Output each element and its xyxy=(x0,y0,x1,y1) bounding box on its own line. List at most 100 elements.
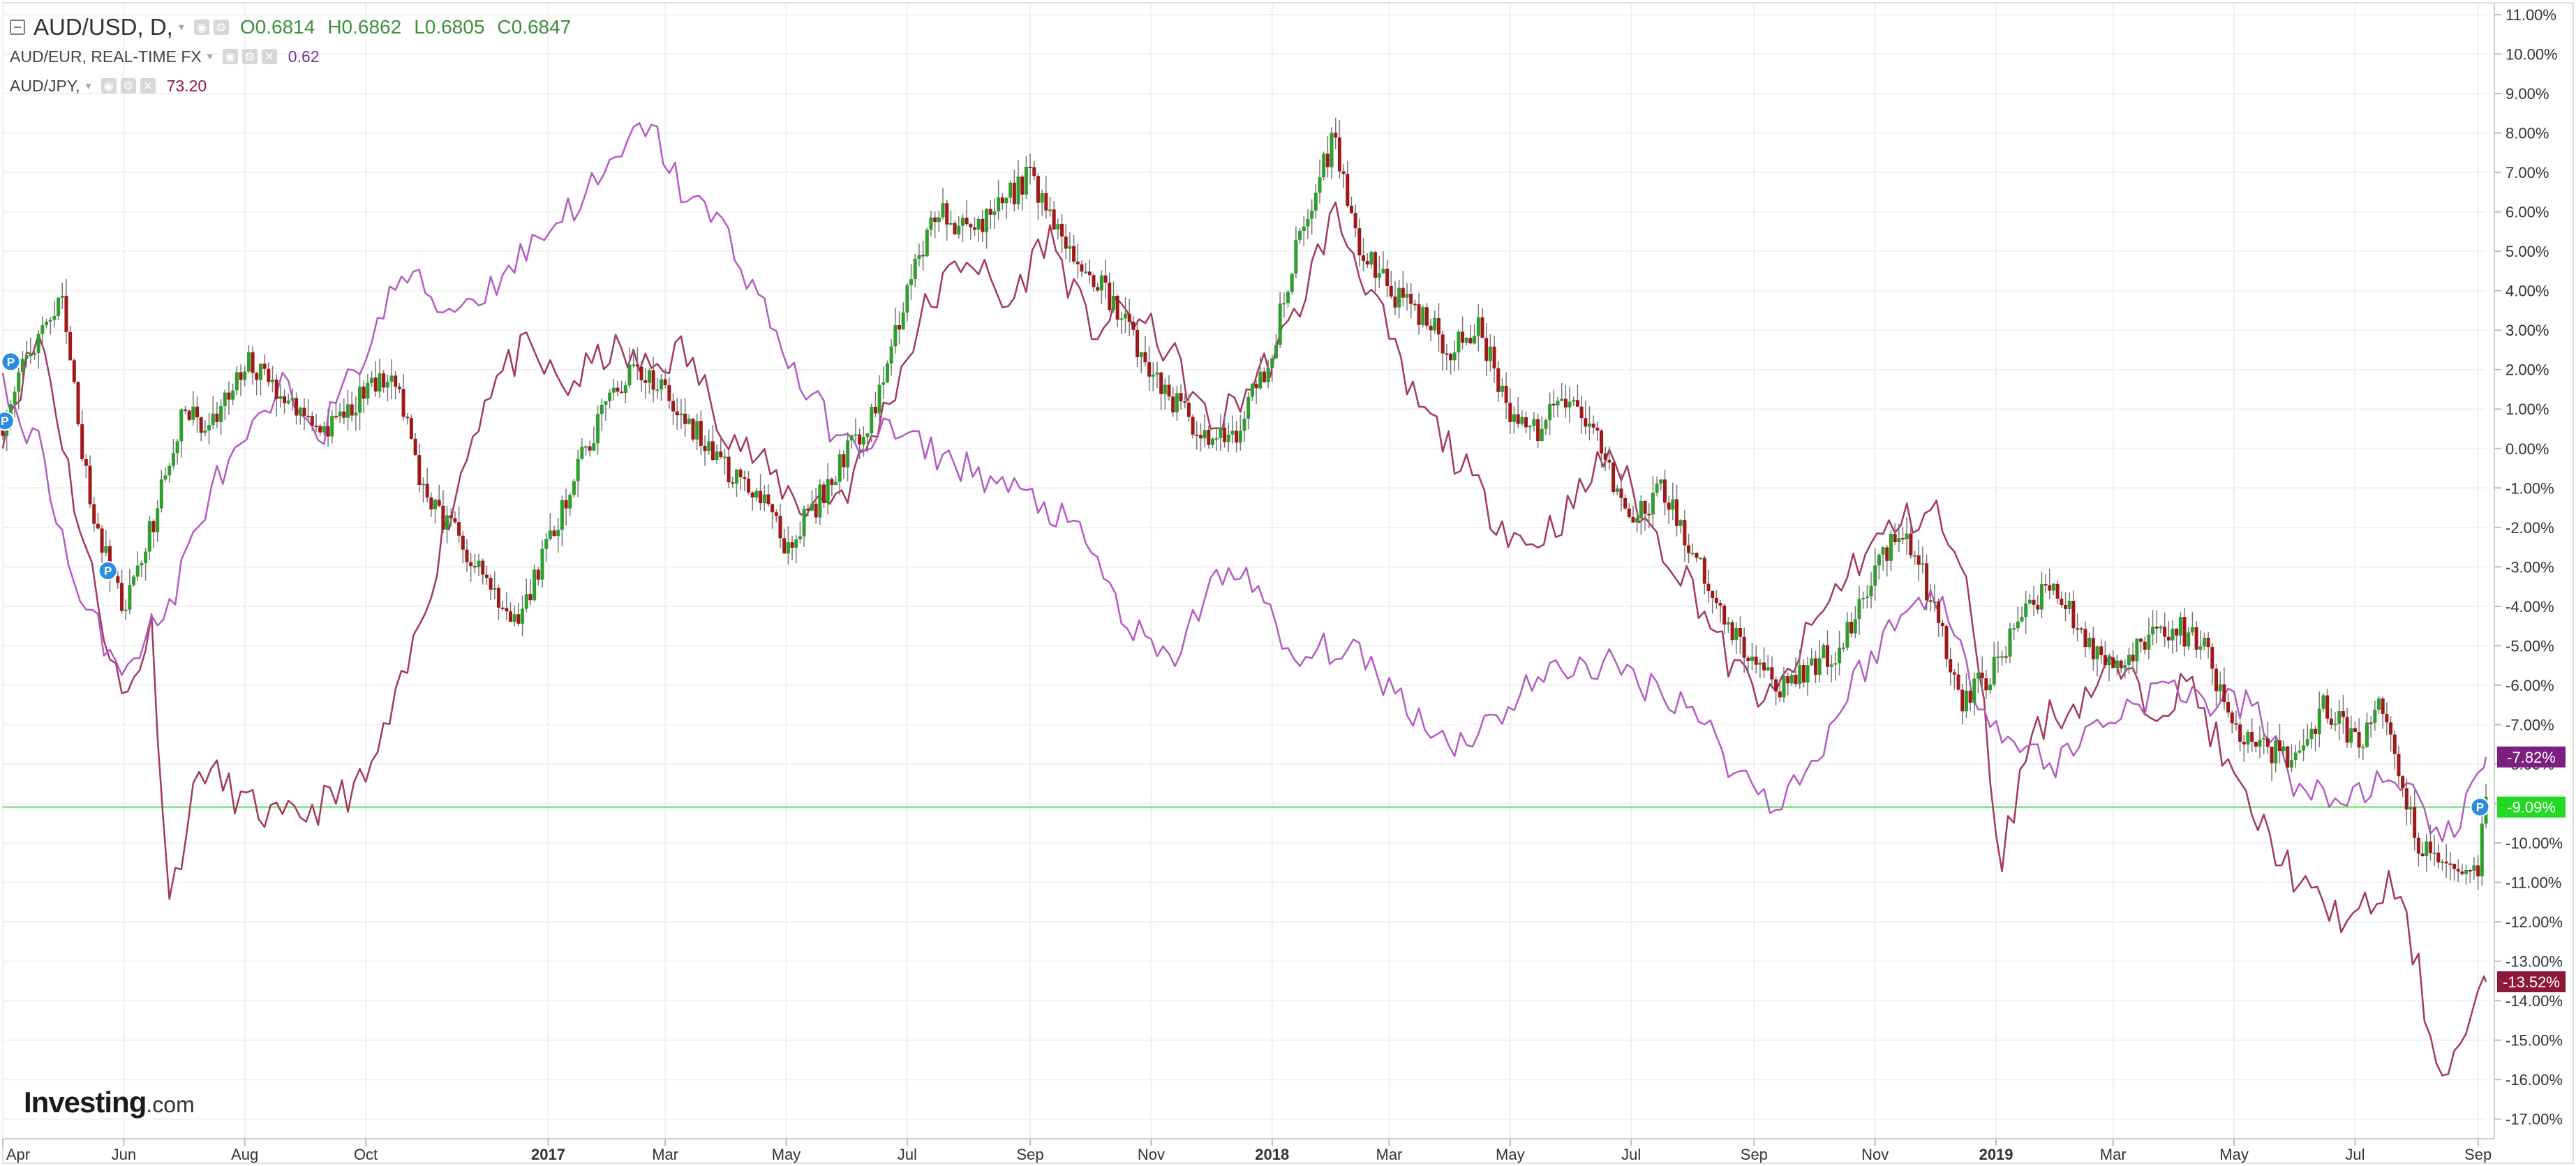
candle-body xyxy=(1262,371,1266,382)
visibility-icon[interactable]: ◉ xyxy=(222,49,238,64)
candle-body xyxy=(231,390,235,400)
price-marker-icon[interactable]: P xyxy=(0,411,15,431)
close-icon[interactable]: ✕ xyxy=(140,78,156,94)
candle-body xyxy=(295,398,299,416)
candle-body xyxy=(576,458,580,481)
candle-body xyxy=(2107,657,2111,666)
visibility-icon[interactable]: ◉ xyxy=(193,20,209,35)
candle-body xyxy=(1861,597,1866,599)
collapse-icon[interactable] xyxy=(10,20,25,35)
candle-body xyxy=(1516,414,1520,424)
candle-body xyxy=(17,372,21,392)
tag-label: -9.09% xyxy=(2507,799,2556,816)
candle-body xyxy=(2159,627,2163,629)
x-tick-label: Mar xyxy=(2100,1146,2127,1163)
candle-body xyxy=(286,401,290,403)
candle-body xyxy=(1528,426,1532,428)
x-tick-label: Nov xyxy=(1138,1146,1165,1163)
candle-body xyxy=(2119,660,2123,668)
price-markers[interactable]: P P P P xyxy=(0,352,2490,817)
legend-row-aud-jpy[interactable]: AUD/JPY, ▾ ◉ ⚙ ✕ 73.20 xyxy=(10,71,583,100)
dropdown-caret-icon[interactable]: ▾ xyxy=(178,22,184,33)
candle-body xyxy=(1556,401,1560,405)
candle-body xyxy=(854,434,858,436)
y-tick-label: 0.00% xyxy=(2506,440,2549,458)
candle-body xyxy=(2456,869,2460,872)
candle-body xyxy=(1353,213,1357,229)
candle-body xyxy=(623,385,627,394)
legend-symbol-main[interactable]: AUD/USD, D, xyxy=(33,14,173,40)
candle-body xyxy=(2202,637,2206,647)
candle-body xyxy=(1235,431,1239,443)
marker-circle xyxy=(98,561,118,581)
candle-body xyxy=(2298,750,2302,753)
candle-body xyxy=(1655,484,1659,493)
candle-body xyxy=(822,484,826,503)
dropdown-caret-icon[interactable]: ▾ xyxy=(207,51,213,63)
candle-body xyxy=(1845,622,1849,648)
price-marker-icon[interactable]: P xyxy=(98,561,118,581)
visibility-icon[interactable]: ◉ xyxy=(100,78,117,94)
candle-body xyxy=(1068,246,1072,249)
candle-body xyxy=(1163,384,1167,394)
candle-body xyxy=(1695,553,1699,558)
candle-body xyxy=(1933,601,1937,604)
candle-body xyxy=(159,479,163,509)
legend-row-aud-usd[interactable]: AUD/USD, D, ▾ ◉ ⚙ O0.6814 H0.6862 L0.680… xyxy=(10,13,583,42)
candle-body xyxy=(195,406,200,418)
candle-body xyxy=(477,560,481,567)
candle-body xyxy=(2187,632,2191,647)
candle-body xyxy=(1056,223,1060,230)
settings-icon[interactable]: ⚙ xyxy=(213,20,229,35)
candle-body xyxy=(1457,331,1461,353)
candle-body xyxy=(1607,459,1611,463)
legend-symbol-aud-jpy[interactable]: AUD/JPY, xyxy=(10,76,80,95)
x-axis-ticks[interactable]: Apr Jun Aug Oct 2017 Mar May Jul Sep Nov 2018 Mar Ma… xyxy=(2,1139,2492,1163)
candle-body xyxy=(2357,732,2361,748)
dropdown-caret-icon[interactable]: ▾ xyxy=(85,80,91,92)
candle-body xyxy=(1211,438,1215,445)
settings-icon[interactable]: ⚙ xyxy=(241,49,258,64)
legend-symbol-aud-eur[interactable]: AUD/EUR, REAL-TIME FX xyxy=(10,47,202,66)
candle-body xyxy=(1278,303,1282,345)
candle-body xyxy=(1167,384,1171,397)
close-icon[interactable]: ✕ xyxy=(261,49,277,64)
candle-body xyxy=(246,352,251,372)
candle-body xyxy=(600,404,604,414)
candle-body xyxy=(2004,656,2008,658)
candle-body xyxy=(1738,627,1742,637)
candle-body xyxy=(1730,622,1734,641)
last-value-tag: -13.52% xyxy=(2497,971,2566,993)
legend-row-aud-eur[interactable]: AUD/EUR, REAL-TIME FX ▾ ◉ ⚙ ✕ 0.62 xyxy=(10,42,583,71)
y-tick-label: 6.00% xyxy=(2506,204,2549,221)
candle-body xyxy=(734,470,738,484)
candle-body xyxy=(727,456,731,483)
price-marker-icon[interactable]: P xyxy=(1,352,21,372)
candle-body xyxy=(2436,852,2441,862)
price-marker-icon[interactable]: P xyxy=(2470,797,2490,817)
candle-body xyxy=(2413,807,2417,838)
candle-body xyxy=(472,566,477,568)
y-axis-ticks[interactable]: 11.00% 10.00% 9.00% 8.00% 7.00% 6.00% 5.00% 4.0… xyxy=(2494,6,2563,1128)
settings-icon[interactable]: ⚙ xyxy=(120,78,136,94)
candle-body xyxy=(40,325,45,334)
candle-body xyxy=(1758,662,1762,665)
candle-body xyxy=(318,426,322,433)
candle-body xyxy=(1810,658,1814,666)
candle-body xyxy=(1064,237,1068,249)
candle-body xyxy=(2262,738,2266,740)
candle-body xyxy=(766,494,770,504)
candle-body xyxy=(981,218,985,232)
candle-body xyxy=(394,375,398,387)
candle-body xyxy=(2067,600,2071,609)
candle-body xyxy=(1294,239,1298,274)
y-tick-label: -14.00% xyxy=(2506,992,2563,1010)
candle-body xyxy=(354,412,358,416)
candle-body xyxy=(203,430,207,433)
candle-body xyxy=(1191,417,1195,435)
candle-body xyxy=(2365,722,2369,747)
candle-body xyxy=(1242,418,1246,431)
candle-body xyxy=(1817,658,1822,675)
